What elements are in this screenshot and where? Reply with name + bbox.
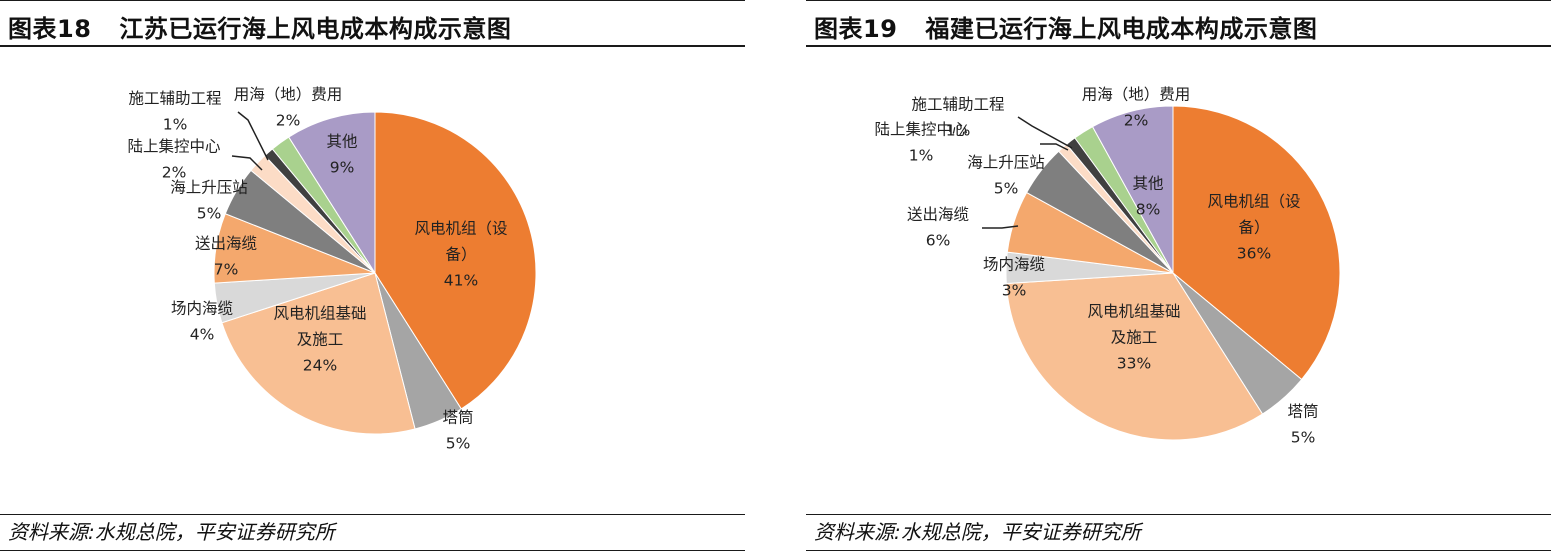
source-note: 资料来源:水规总院，平安证券研究所 xyxy=(8,520,335,544)
slice-category-label: 陆上集控中心 xyxy=(874,121,967,139)
leader-line xyxy=(231,155,263,171)
slice-category-label: 风电机组基础 xyxy=(273,305,366,323)
slice-value-label: 36% xyxy=(1237,245,1271,263)
slice-category-label: 场内海缆 xyxy=(983,256,1045,274)
slice-category-label: 施工辅助工程 xyxy=(911,96,1004,114)
pie-slice xyxy=(1172,105,1341,381)
slice-value-label: 24% xyxy=(303,357,337,375)
slice-category-label: 塔筒 xyxy=(442,409,473,427)
figure-title: 图表18 江苏已运行海上风电成本构成示意图 xyxy=(8,9,511,44)
slice-category-label: 风电机组（设 xyxy=(414,220,507,238)
slice-category-label: 其他 xyxy=(326,133,357,151)
pie-slice xyxy=(374,111,537,410)
slice-value-label: 1% xyxy=(163,116,188,134)
slice-value-label: 2% xyxy=(276,112,301,130)
source-rule xyxy=(0,514,745,515)
slice-category-label: 其他 xyxy=(1132,175,1163,193)
slice-value-label: 8% xyxy=(1136,201,1161,219)
figure-label: 图表18 xyxy=(8,15,92,43)
leader-line xyxy=(982,225,1019,229)
pie-slice xyxy=(1091,105,1174,274)
leader-line xyxy=(1040,143,1069,151)
chart-panel-jiangsu: 图表18 江苏已运行海上风电成本构成示意图 风电机组（设 备） 41% 塔筒 5% 风电机组… xyxy=(0,0,745,551)
slice-value-label: 5% xyxy=(197,205,222,223)
figure-label: 图表19 xyxy=(814,15,898,43)
slice-value-label: 1% xyxy=(909,147,934,165)
title-rule xyxy=(0,45,745,47)
slice-value-label: 7% xyxy=(214,261,239,279)
source-rule xyxy=(806,514,1551,515)
chart-panel-fujian: 图表19 福建已运行海上风电成本构成示意图 风电机组（设 备） 36% 塔筒 5% 风电机组… xyxy=(806,0,1551,551)
pie-slice xyxy=(221,272,416,435)
slice-value-label: 2% xyxy=(1124,112,1149,130)
slice-category-label: 塔筒 xyxy=(1287,403,1318,421)
slice-value-label: 5% xyxy=(994,180,1019,198)
slice-category-label: 备） xyxy=(1238,219,1269,237)
slice-category-label: 场内海缆 xyxy=(171,300,233,318)
slice-category-label: 风电机组基础 xyxy=(1087,303,1180,321)
pie-slice xyxy=(1005,272,1264,441)
slice-value-label: 6% xyxy=(926,232,951,250)
leader-line xyxy=(1017,116,1073,149)
slice-value-label: 5% xyxy=(1291,429,1316,447)
title-rule xyxy=(806,45,1551,47)
chart-title: 江苏已运行海上风电成本构成示意图 xyxy=(119,15,512,43)
slice-category-label: 施工辅助工程 xyxy=(128,90,221,108)
slice-category-label: 海上升压站 xyxy=(170,179,248,197)
slice-value-label: 4% xyxy=(190,326,215,344)
slice-value-label: 33% xyxy=(1117,355,1151,373)
slice-category-label: 及施工 xyxy=(1111,329,1158,347)
slice-category-label: 用海（地）费用 xyxy=(234,86,343,104)
figure-title: 图表19 福建已运行海上风电成本构成示意图 xyxy=(814,9,1317,44)
slice-value-label: 5% xyxy=(446,435,471,453)
slice-category-label: 送出海缆 xyxy=(907,206,969,224)
pie-slice xyxy=(288,111,376,275)
top-rule xyxy=(806,0,1551,1)
chart-title: 福建已运行海上风电成本构成示意图 xyxy=(925,15,1318,43)
leader-line xyxy=(237,111,269,161)
slice-category-label: 及施工 xyxy=(297,331,344,349)
slice-value-label: 3% xyxy=(1002,282,1027,300)
slice-value-label: 2% xyxy=(162,164,187,182)
slice-value-label: 9% xyxy=(330,159,355,177)
slice-category-label: 陆上集控中心 xyxy=(127,138,220,156)
top-rule xyxy=(0,0,745,1)
source-note: 资料来源:水规总院，平安证券研究所 xyxy=(814,520,1141,544)
slice-value-label: 1% xyxy=(946,122,971,140)
slice-category-label: 备） xyxy=(445,246,476,264)
slice-category-label: 海上升压站 xyxy=(967,154,1045,172)
slice-category-label: 用海（地）费用 xyxy=(1082,86,1191,104)
slice-value-label: 41% xyxy=(444,272,478,290)
slice-category-label: 送出海缆 xyxy=(195,235,257,253)
slice-category-label: 风电机组（设 xyxy=(1207,193,1300,211)
